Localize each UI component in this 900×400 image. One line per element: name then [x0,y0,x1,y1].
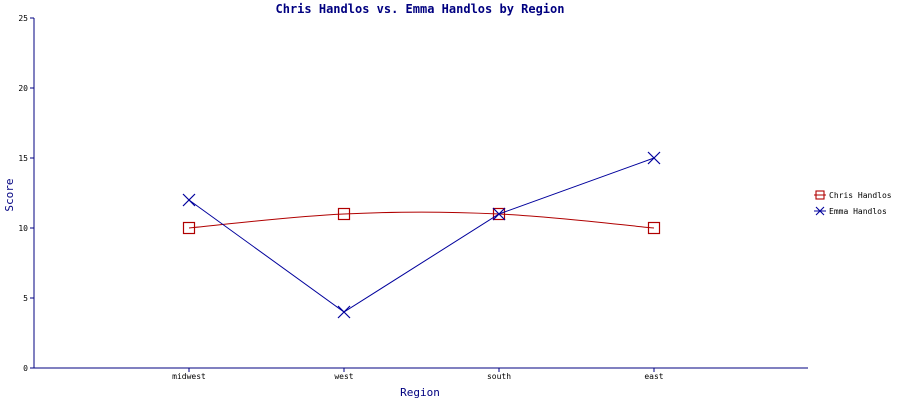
y-ticks: 0 5 10 15 20 25 [18,14,34,373]
legend-item: Emma Handlos [814,206,887,216]
data-point [647,151,661,165]
series-chris-handlos [182,207,661,235]
chart-title: Chris Handlos vs. Emma Handlos by Region [276,2,565,16]
y-tick-label: 20 [18,84,28,93]
y-tick-label: 15 [18,154,28,163]
x-tick-label: midwest [172,372,206,381]
legend-label: Emma Handlos [829,207,887,216]
x-axis-label: Region [400,386,440,399]
series-layer [182,151,661,319]
series-emma-handlos [182,151,661,319]
x-tick-label: south [487,372,511,381]
series-line [188,211,655,229]
y-tick-label: 25 [18,14,28,23]
y-tick-label: 5 [23,294,28,303]
legend-marker [815,206,825,216]
x-tick-label: west [334,372,353,381]
data-point [337,305,351,319]
series-line [188,157,655,313]
y-tick-label: 0 [23,364,28,373]
y-axis-label: Score [3,178,16,211]
x-ticks: midwest west south east [172,368,664,381]
data-point [337,207,351,221]
x-tick-label: east [644,372,663,381]
legend-item: Chris Handlos [814,190,892,200]
data-point [182,193,196,207]
data-point [182,221,196,235]
data-point [492,207,506,221]
y-tick-label: 10 [18,224,28,233]
data-point [492,207,506,221]
legend-label: Chris Handlos [829,191,892,200]
axes [33,18,808,369]
data-point [647,221,661,235]
legend-marker [815,190,825,200]
legend: Chris Handlos Emma Handlos [814,190,892,216]
